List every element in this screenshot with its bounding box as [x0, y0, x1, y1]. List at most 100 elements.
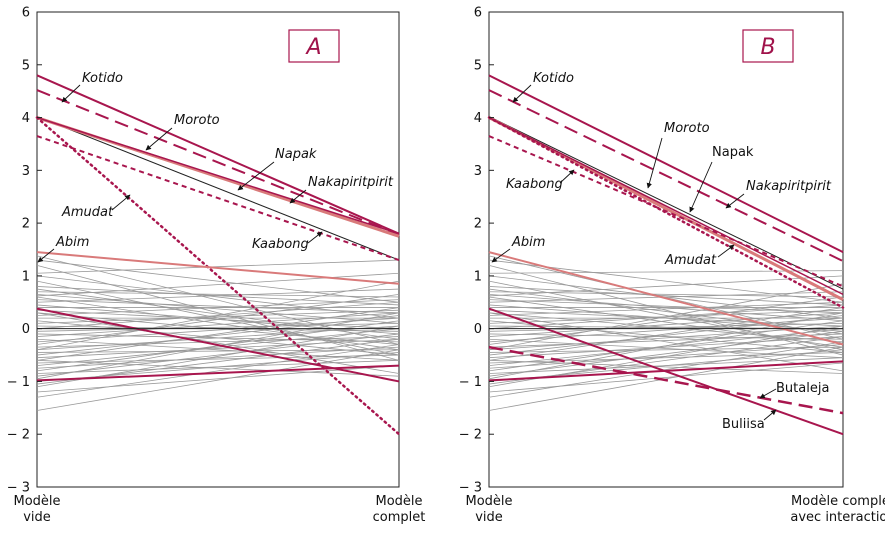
annotation-leader	[759, 388, 777, 399]
series-line-kotido	[36, 74, 400, 235]
annotation-leader	[717, 244, 735, 258]
background-series-line	[36, 259, 400, 274]
background-series-line	[488, 312, 844, 380]
y-tick-label: 3	[474, 164, 482, 179]
category-label: vide	[23, 510, 51, 525]
background-series-line	[36, 328, 400, 367]
annotation-nakapiritpirit: Nakapiritpirit	[308, 175, 394, 190]
background-series-line	[488, 286, 844, 306]
annotations: Kotido Moroto Napak Nakapiritpirit Amudat Kaa…	[37, 71, 394, 263]
series-line-nakapiritpirit	[36, 116, 400, 235]
series-line-kaabong	[488, 135, 844, 288]
series-line-unlabeled-4	[488, 116, 844, 296]
y-tick-label: 0	[474, 322, 482, 337]
series-line-kotido	[488, 74, 844, 254]
annotation-kaabong: Kaabong	[506, 177, 563, 192]
background-series-line	[36, 322, 400, 332]
y-axis: − 3 − 2 − 1 0 1 2 3 4 5 6	[459, 6, 494, 496]
background-series-line	[488, 341, 844, 398]
background-series-line	[36, 272, 400, 297]
background-series-line	[36, 293, 400, 324]
category-label: Modèle	[375, 494, 422, 509]
y-tick-label: 1	[474, 269, 482, 284]
y-tick-label: 5	[22, 58, 30, 73]
background-series-line	[488, 291, 844, 303]
annotation-leader	[689, 161, 713, 213]
annotation-leader	[61, 84, 81, 103]
background-series-line	[488, 301, 844, 316]
background-series-line	[488, 299, 844, 314]
y-tick-label: 0	[22, 322, 30, 337]
plot-frame	[488, 11, 844, 488]
y-tick-label: − 3	[459, 481, 482, 496]
background-series-line	[488, 333, 844, 340]
series-line-kaabong	[36, 135, 400, 262]
panel-a: − 3− 2− 10123456ModèlevideModèlecompletA…	[7, 6, 426, 526]
background-series-line	[36, 293, 400, 345]
background-series-line	[36, 336, 400, 348]
category-label: Modèle	[465, 494, 512, 509]
background-series-line	[36, 259, 400, 303]
y-tick-label: 3	[22, 164, 30, 179]
background-series-line	[488, 336, 844, 385]
y-tick-label: 6	[22, 6, 30, 21]
annotation-nakapiritpirit: Nakapiritpirit	[746, 179, 832, 194]
background-series-line	[36, 288, 400, 340]
annotation-leader	[559, 169, 575, 184]
series-line-moroto	[488, 116, 844, 290]
category-label: complet	[373, 510, 426, 525]
y-tick-label: 2	[22, 217, 30, 232]
annotation-leader	[646, 137, 663, 189]
annotation-leader	[512, 84, 532, 103]
panel-letter: A	[304, 35, 321, 60]
background-series-line	[36, 349, 400, 411]
background-series-line	[36, 275, 400, 319]
plot-frame	[36, 11, 400, 488]
series-line-unlabeled-8	[36, 307, 400, 383]
background-series-line	[488, 288, 844, 335]
background-series-line	[488, 338, 844, 359]
series-line-unlabeled-10	[488, 360, 844, 382]
series-line-nakapiritpirit	[488, 89, 844, 263]
background-series-line	[488, 312, 844, 337]
annotation-napak: Napak	[712, 145, 754, 160]
series-line-butaleja	[488, 345, 844, 415]
annotation-leader	[491, 248, 511, 263]
background-series-line	[36, 344, 400, 398]
panel-letter-box	[288, 29, 340, 63]
background-series-line	[488, 333, 844, 348]
annotation-leader	[763, 409, 777, 421]
annotation-amudat: Amudat	[664, 253, 717, 268]
background-series-line	[36, 315, 400, 356]
background-series-line	[36, 349, 400, 353]
annotation-leader	[307, 231, 323, 244]
highlighted-lines	[487, 74, 845, 436]
annotation-kotido: Kotido	[533, 71, 574, 86]
y-tick-label: 4	[474, 111, 482, 126]
series-line-abim	[36, 251, 400, 285]
series-line-amudat	[487, 116, 845, 309]
annotation-buliisa: Buliisa	[722, 417, 765, 432]
background-series-line	[36, 288, 400, 303]
annotation-leader	[237, 161, 275, 191]
background-series-line	[36, 333, 400, 377]
panel-letter: B	[760, 35, 775, 60]
background-series-line	[36, 359, 400, 377]
y-tick-label: 4	[22, 111, 30, 126]
y-tick-label: 2	[474, 217, 482, 232]
background-series-line	[36, 312, 400, 337]
background-series-line	[488, 328, 844, 367]
y-tick-label: 5	[474, 58, 482, 73]
annotation-amudat: Amudat	[61, 205, 114, 220]
category-label: vide	[475, 510, 503, 525]
annotation-abim: Abim	[55, 235, 89, 250]
series-line-unlabeled-1	[36, 89, 400, 236]
category-label: Modèle complet	[791, 494, 885, 509]
background-series-line	[488, 346, 844, 411]
